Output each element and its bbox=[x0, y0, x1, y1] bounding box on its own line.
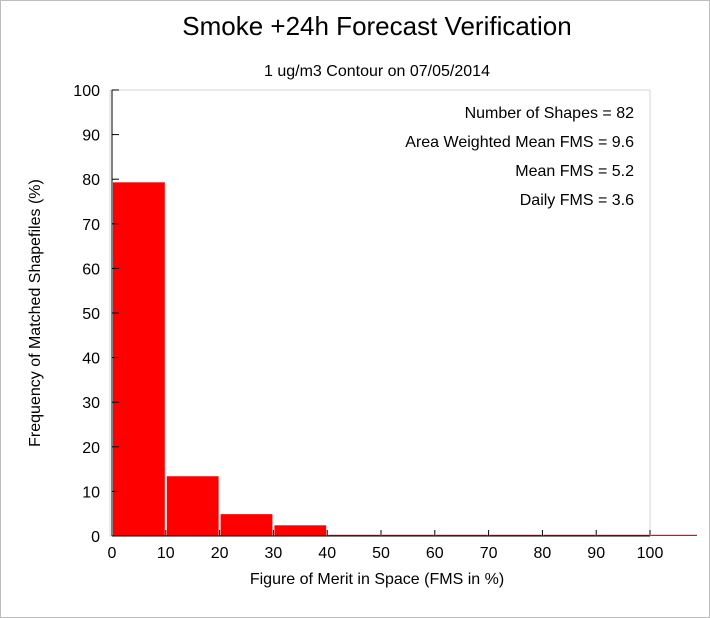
bar-50-60 bbox=[382, 534, 434, 536]
x-tick-label-0: 0 bbox=[108, 545, 117, 562]
plot-border bbox=[109, 89, 651, 537]
x-tick-label-50: 50 bbox=[372, 545, 390, 562]
y-axis-label: Frequency of Matched Shapefiles (%) bbox=[27, 179, 44, 447]
bar-80-90 bbox=[543, 534, 596, 536]
y-tick-label-20: 20 bbox=[82, 440, 100, 457]
y-tick-label-70: 70 bbox=[82, 217, 100, 234]
x-tick-label-80: 80 bbox=[534, 545, 552, 562]
bar-90-100 bbox=[597, 534, 649, 536]
stat-annotation-1: Area Weighted Mean FMS = 9.6 bbox=[405, 134, 634, 151]
bar-60-70 bbox=[435, 534, 488, 536]
x-tick-label-40: 40 bbox=[318, 545, 336, 562]
x-tick-label-20: 20 bbox=[211, 545, 229, 562]
chart-title: Smoke +24h Forecast Verification bbox=[182, 11, 571, 41]
y-tick-label-80: 80 bbox=[82, 172, 100, 189]
stat-annotation-0: Number of Shapes = 82 bbox=[465, 105, 635, 122]
plot-area bbox=[109, 89, 651, 537]
bar-30-40 bbox=[274, 525, 327, 536]
chart-subtitle: 1 ug/m3 Contour on 07/05/2014 bbox=[264, 63, 490, 80]
bar-40-50 bbox=[328, 534, 380, 536]
y-tick-label-30: 30 bbox=[82, 395, 100, 412]
bar-0-10 bbox=[113, 182, 165, 536]
y-tick-label-100: 100 bbox=[73, 83, 100, 100]
x-tick-label-100: 100 bbox=[637, 545, 664, 562]
x-tick-label-30: 30 bbox=[265, 545, 283, 562]
x-tick-label-70: 70 bbox=[480, 545, 498, 562]
y-tick-label-40: 40 bbox=[82, 351, 100, 368]
x-tick-label-60: 60 bbox=[426, 545, 444, 562]
stat-annotation-3: Daily FMS = 3.6 bbox=[520, 192, 634, 209]
bar-100-110 bbox=[651, 534, 697, 536]
y-tick-label-0: 0 bbox=[91, 529, 100, 546]
bar-20-30 bbox=[220, 514, 273, 536]
stats-annotations: Number of Shapes = 82 Area Weighted Mean … bbox=[405, 105, 634, 209]
bar-group bbox=[113, 182, 697, 536]
x-tick-label-10: 10 bbox=[157, 545, 175, 562]
axes: 0 10 20 30 40 50 60 70 80 90 100 0 10 20 30 40 50 60 70 80 9… bbox=[73, 83, 663, 562]
y-tick-label-10: 10 bbox=[82, 484, 100, 501]
y-tick-label-50: 50 bbox=[82, 306, 100, 323]
y-tick-label-90: 90 bbox=[82, 128, 100, 145]
y-tick-label-60: 60 bbox=[82, 261, 100, 278]
x-axis-label: Figure of Merit in Space (FMS in %) bbox=[250, 571, 504, 588]
bar-10-20 bbox=[166, 476, 219, 536]
x-tick-label-90: 90 bbox=[587, 545, 605, 562]
stat-annotation-2: Mean FMS = 5.2 bbox=[515, 163, 634, 180]
bar-70-80 bbox=[489, 534, 542, 536]
